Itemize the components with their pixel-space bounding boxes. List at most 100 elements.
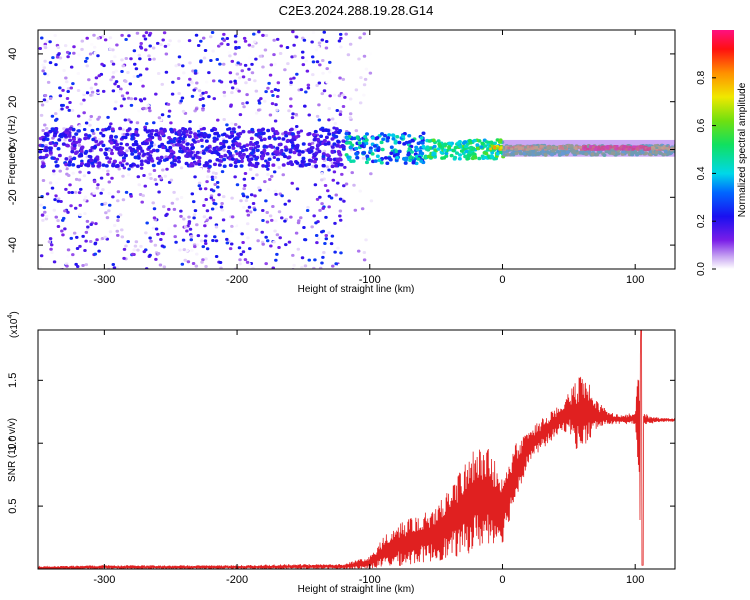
- heatmap-cell: [204, 80, 209, 84]
- heatmap-cell: [119, 87, 123, 91]
- heatmap-cell: [153, 178, 158, 182]
- heatmap-cell: [132, 163, 137, 167]
- heatmap-cell: [135, 133, 140, 137]
- heatmap-cell: [80, 47, 84, 51]
- heatmap-cell: [325, 80, 329, 84]
- heatmap-cell: [173, 159, 178, 163]
- heatmap-cell: [318, 63, 322, 67]
- heatmap-cell: [206, 169, 211, 173]
- heatmap-cell: [299, 88, 304, 92]
- heatmap-cell: [53, 198, 57, 202]
- heatmap-cell: [44, 148, 49, 153]
- heatmap-cell: [144, 48, 148, 52]
- heatmap-cell: [61, 142, 66, 146]
- heatmap-cell: [321, 206, 325, 210]
- spectrogram-x-label: Height of straight line (km): [298, 284, 415, 295]
- heatmap-cell: [266, 86, 270, 90]
- heatmap-cell: [483, 144, 488, 148]
- heatmap-cell: [167, 114, 171, 118]
- snr-multiplier-exp: 4: [7, 315, 14, 319]
- heatmap-cell: [72, 231, 77, 235]
- heatmap-cell: [140, 149, 145, 153]
- heatmap-cell: [238, 258, 242, 262]
- heatmap-cell: [61, 216, 66, 220]
- heatmap-cell: [191, 156, 196, 160]
- heatmap-cell: [153, 243, 158, 247]
- heatmap-cell: [211, 171, 216, 175]
- heatmap-cell: [338, 214, 342, 218]
- heatmap-cell: [373, 159, 378, 163]
- heatmap-cell: [84, 230, 89, 234]
- heatmap-cell: [113, 107, 117, 111]
- heatmap-cell: [218, 62, 222, 66]
- heatmap-cell: [245, 101, 249, 105]
- heatmap-cell: [59, 200, 63, 204]
- heatmap-cell: [274, 258, 278, 262]
- heatmap-cell: [88, 240, 93, 244]
- heatmap-cell: [334, 163, 339, 168]
- heatmap-cell: [136, 50, 140, 54]
- heatmap-cell: [187, 39, 192, 43]
- heatmap-cell: [72, 146, 77, 151]
- heatmap-cell: [311, 60, 316, 64]
- heatmap-cell: [321, 154, 326, 159]
- x-tick-label: -300: [93, 574, 115, 586]
- heatmap-cell: [253, 164, 258, 168]
- heatmap-cell: [120, 235, 125, 239]
- heatmap-cell: [266, 173, 270, 177]
- heatmap-cell: [94, 76, 99, 80]
- heatmap-cell: [249, 141, 253, 145]
- heatmap-cell: [172, 207, 177, 211]
- heatmap-cell: [83, 136, 88, 141]
- y-tick-label: -20: [7, 189, 19, 205]
- heatmap-cell: [313, 129, 318, 134]
- heatmap-cell: [274, 219, 278, 223]
- heatmap-cell: [179, 195, 184, 199]
- heatmap-cell: [263, 180, 267, 184]
- heatmap-cell: [67, 160, 72, 164]
- heatmap-cell: [111, 62, 116, 66]
- heatmap-cell: [41, 129, 45, 133]
- heatmap-cell: [107, 180, 112, 184]
- heatmap-cell: [83, 133, 88, 137]
- heatmap-cell: [144, 122, 149, 126]
- heatmap-cell: [314, 221, 318, 225]
- heatmap-cell: [219, 154, 224, 159]
- heatmap-cell: [120, 94, 125, 98]
- heatmap-cell: [490, 155, 495, 159]
- heatmap-cell: [251, 142, 256, 147]
- heatmap-cell: [263, 48, 268, 52]
- heatmap-cell: [177, 55, 182, 59]
- heatmap-cell: [495, 152, 500, 156]
- heatmap-cell: [100, 202, 104, 206]
- heatmap-cell: [314, 234, 319, 238]
- heatmap-cell: [239, 199, 243, 203]
- heatmap-cell: [326, 141, 331, 146]
- y-tick-label: 1.0: [7, 436, 19, 451]
- heatmap-cell: [500, 144, 504, 148]
- heatmap-cell: [194, 264, 199, 268]
- heatmap-cell: [83, 248, 87, 252]
- heatmap-cell: [227, 51, 232, 55]
- heatmap-cell: [285, 45, 290, 49]
- heatmap-cell: [200, 260, 204, 264]
- heatmap-cell: [210, 177, 215, 181]
- heatmap-cell: [228, 163, 233, 168]
- heatmap-cell: [147, 33, 152, 37]
- heatmap-cell: [280, 216, 284, 220]
- heatmap-cell: [270, 89, 274, 93]
- heatmap-cell: [137, 183, 141, 187]
- heatmap-cell: [177, 92, 181, 96]
- heatmap-cell: [268, 73, 273, 77]
- heatmap-cell: [336, 139, 341, 144]
- heatmap-cell: [181, 64, 185, 68]
- heatmap-cell: [243, 171, 248, 175]
- heatmap-cell: [133, 244, 138, 248]
- heatmap-cell: [227, 127, 232, 131]
- heatmap-cell: [338, 76, 342, 80]
- heatmap-cell: [109, 134, 114, 139]
- colorbar-gradient: [712, 30, 734, 269]
- heatmap-cell: [56, 46, 61, 50]
- heatmap-cell: [169, 149, 174, 153]
- heatmap-cell: [325, 67, 329, 71]
